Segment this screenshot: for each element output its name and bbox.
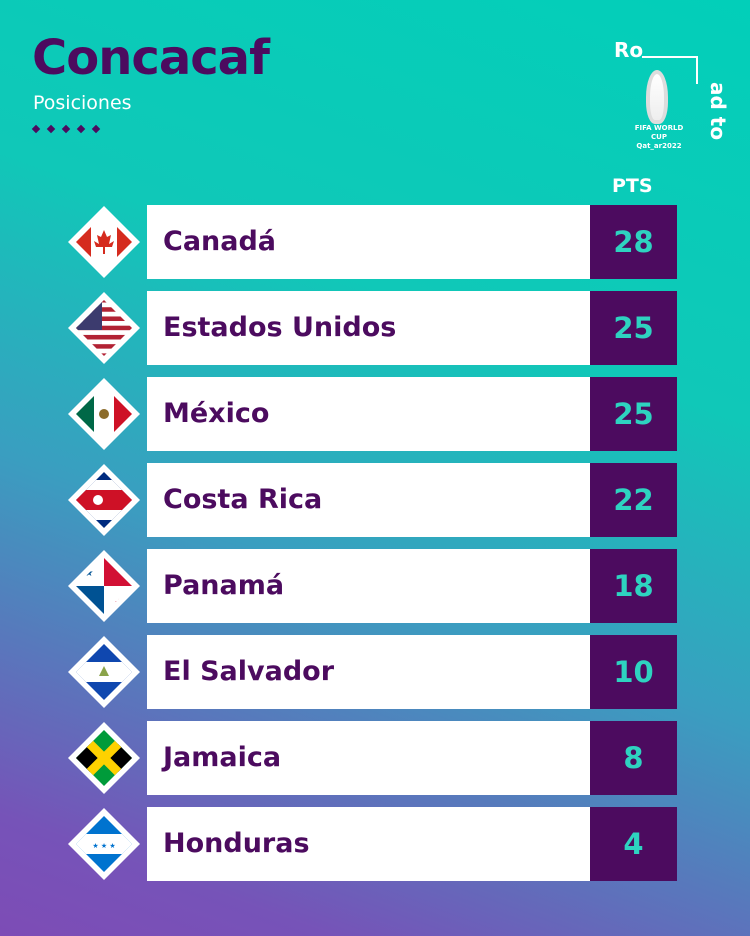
team-name: Canadá bbox=[163, 226, 277, 257]
team-points: 4 bbox=[590, 807, 677, 881]
team-points: 22 bbox=[590, 463, 677, 537]
team-points: 25 bbox=[590, 377, 677, 451]
panama-flag-icon: ★★ bbox=[68, 550, 140, 622]
costa-rica-flag-icon bbox=[68, 464, 140, 536]
team-bar: Canadá bbox=[147, 205, 590, 279]
road-to-qatar-logo: Ro ad to FIFA WORLD CUP Qat_ar2022 bbox=[612, 38, 730, 158]
decorative-dots bbox=[31, 124, 101, 134]
logo-adto: ad to bbox=[706, 82, 730, 141]
team-bar: Honduras bbox=[147, 807, 590, 881]
el-salvador-flag-icon bbox=[68, 636, 140, 708]
honduras-flag-icon: ★ ★ ★ bbox=[68, 808, 140, 880]
mexico-flag-icon bbox=[68, 378, 140, 450]
team-name: Honduras bbox=[163, 828, 310, 859]
logo-wordmark: FIFA WORLD CUP Qat_ar2022 bbox=[634, 124, 684, 150]
team-points: 18 bbox=[590, 549, 677, 623]
table-row: El Salvador 10 bbox=[0, 635, 750, 709]
team-points: 8 bbox=[590, 721, 677, 795]
table-row: Costa Rica 22 bbox=[0, 463, 750, 537]
team-name: Estados Unidos bbox=[163, 312, 397, 343]
team-name: Costa Rica bbox=[163, 484, 323, 515]
team-name: Jamaica bbox=[163, 742, 282, 773]
team-points: 28 bbox=[590, 205, 677, 279]
team-bar: El Salvador bbox=[147, 635, 590, 709]
canada-flag-icon bbox=[68, 206, 140, 278]
pts-header: PTS bbox=[612, 175, 653, 197]
svg-text:★: ★ bbox=[85, 568, 94, 579]
team-bar: Costa Rica bbox=[147, 463, 590, 537]
table-row: ★★ Panamá 18 bbox=[0, 549, 750, 623]
page-subtitle: Posiciones bbox=[33, 92, 132, 114]
team-bar: Estados Unidos bbox=[147, 291, 590, 365]
table-row: México 25 bbox=[0, 377, 750, 451]
table-row: Estados Unidos 25 bbox=[0, 291, 750, 365]
table-row: ★ ★ ★ Honduras 4 bbox=[0, 807, 750, 881]
trophy-icon bbox=[646, 70, 668, 124]
team-bar: Jamaica bbox=[147, 721, 590, 795]
usa-flag-icon bbox=[68, 292, 140, 364]
team-name: El Salvador bbox=[163, 656, 335, 687]
team-bar: Panamá bbox=[147, 549, 590, 623]
team-name: Panamá bbox=[163, 570, 285, 601]
table-row: Jamaica 8 bbox=[0, 721, 750, 795]
team-points: 10 bbox=[590, 635, 677, 709]
svg-text:★ ★ ★: ★ ★ ★ bbox=[92, 842, 115, 850]
table-row: Canadá 28 bbox=[0, 205, 750, 279]
jamaica-flag-icon bbox=[68, 722, 140, 794]
logo-ro: Ro bbox=[614, 38, 644, 62]
team-bar: México bbox=[147, 377, 590, 451]
page-title: Concacaf bbox=[32, 30, 270, 86]
team-name: México bbox=[163, 398, 270, 429]
team-points: 25 bbox=[590, 291, 677, 365]
